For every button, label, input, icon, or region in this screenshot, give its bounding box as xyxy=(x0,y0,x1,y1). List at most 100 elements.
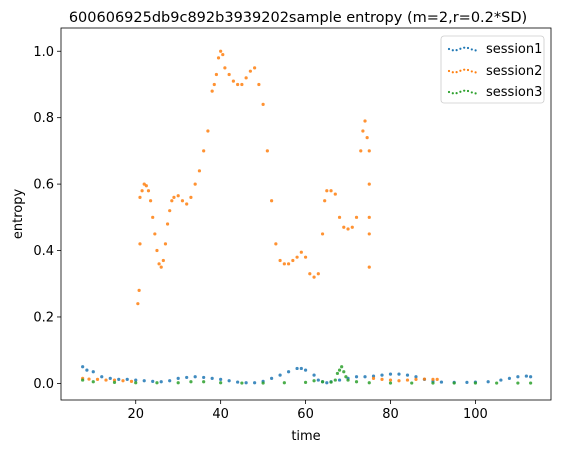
series-session2 xyxy=(81,49,439,383)
data-point xyxy=(431,377,435,382)
data-point xyxy=(85,368,89,372)
data-point xyxy=(333,378,337,382)
data-point xyxy=(227,72,231,77)
data-point xyxy=(202,375,206,380)
legend-marker-dot xyxy=(474,92,477,95)
data-point xyxy=(414,377,418,382)
legend-marker-dot xyxy=(455,71,458,74)
data-point xyxy=(367,182,371,186)
data-point xyxy=(112,378,117,382)
data-point xyxy=(136,302,140,306)
data-point xyxy=(529,375,533,379)
data-point xyxy=(410,381,414,385)
legend-marker-dot xyxy=(447,90,451,94)
legend-marker-dot xyxy=(463,68,466,71)
data-point xyxy=(163,242,168,246)
data-point xyxy=(329,380,333,384)
data-point xyxy=(274,242,278,246)
data-point xyxy=(325,189,329,193)
data-point xyxy=(159,265,163,269)
data-point xyxy=(367,149,371,153)
data-point xyxy=(371,376,376,381)
data-point xyxy=(257,82,261,87)
y-tick-label: 0.8 xyxy=(33,111,54,126)
data-point xyxy=(153,232,157,236)
data-point xyxy=(95,377,100,382)
legend-marker-dot xyxy=(459,69,462,72)
data-point xyxy=(193,182,197,186)
x-axis-ticks: 20 40 60 80 100 xyxy=(127,400,488,422)
chart-title: 600606925db9c892b3939202sample entropy (… xyxy=(69,10,527,26)
data-point xyxy=(507,376,511,381)
data-point xyxy=(371,374,376,378)
y-tick-label: 1.0 xyxy=(33,45,54,60)
data-point xyxy=(165,222,170,226)
legend-label: session3 xyxy=(486,85,542,100)
x-axis-label: time xyxy=(291,429,320,444)
data-point xyxy=(397,372,401,376)
x-tick-label: 40 xyxy=(212,407,229,422)
y-tick-label: 0.0 xyxy=(33,377,54,392)
data-point xyxy=(354,215,359,219)
data-point xyxy=(316,272,320,276)
data-point xyxy=(312,373,316,377)
legend-marker-dot xyxy=(459,47,462,50)
data-point xyxy=(142,379,146,383)
data-point xyxy=(100,375,104,379)
data-point xyxy=(388,372,393,376)
legend-marker xyxy=(447,89,477,95)
data-point xyxy=(172,195,176,199)
data-point xyxy=(212,82,216,87)
data-point xyxy=(367,381,371,385)
data-point xyxy=(180,199,185,203)
data-point xyxy=(223,66,227,70)
data-point xyxy=(265,149,269,153)
data-point xyxy=(270,376,274,381)
legend-marker xyxy=(447,46,477,52)
data-point xyxy=(337,378,342,382)
legend-marker-dot xyxy=(470,70,473,73)
y-tick-label: 0.2 xyxy=(33,310,54,325)
data-point xyxy=(473,381,478,385)
data-point xyxy=(121,379,125,383)
data-point xyxy=(323,199,327,203)
data-point xyxy=(157,262,161,266)
data-point xyxy=(282,262,286,266)
data-point xyxy=(316,378,320,382)
data-point xyxy=(108,376,112,381)
data-point xyxy=(81,365,85,369)
data-point xyxy=(414,375,418,379)
data-point xyxy=(253,381,257,385)
data-point xyxy=(168,379,172,383)
legend-marker-dot xyxy=(466,68,470,72)
legend-marker-dot xyxy=(474,49,477,52)
legend-marker-dot xyxy=(455,49,458,52)
y-tick-label: 0.4 xyxy=(33,244,54,259)
data-point xyxy=(168,209,172,213)
data-point xyxy=(291,258,295,263)
data-point xyxy=(303,380,308,384)
data-point xyxy=(422,377,427,381)
data-point xyxy=(270,199,274,203)
points-layer xyxy=(81,49,533,385)
data-point xyxy=(125,377,129,382)
legend-marker-dot xyxy=(466,46,470,50)
data-point xyxy=(303,255,308,259)
data-point xyxy=(282,381,286,385)
data-point xyxy=(176,194,180,198)
data-point xyxy=(137,288,141,292)
data-point xyxy=(185,202,189,206)
data-point xyxy=(354,380,359,384)
legend-marker xyxy=(447,68,477,74)
data-point xyxy=(170,199,174,203)
legend-marker-dot xyxy=(451,92,454,95)
data-point xyxy=(431,381,435,385)
data-point xyxy=(344,375,348,379)
data-point xyxy=(388,381,393,385)
data-point xyxy=(350,225,354,229)
data-point xyxy=(206,129,210,133)
x-tick-label: 60 xyxy=(297,407,314,422)
y-axis-label: entropy xyxy=(11,189,26,240)
data-point xyxy=(439,380,444,384)
legend-item-session3: session3 xyxy=(447,85,542,100)
